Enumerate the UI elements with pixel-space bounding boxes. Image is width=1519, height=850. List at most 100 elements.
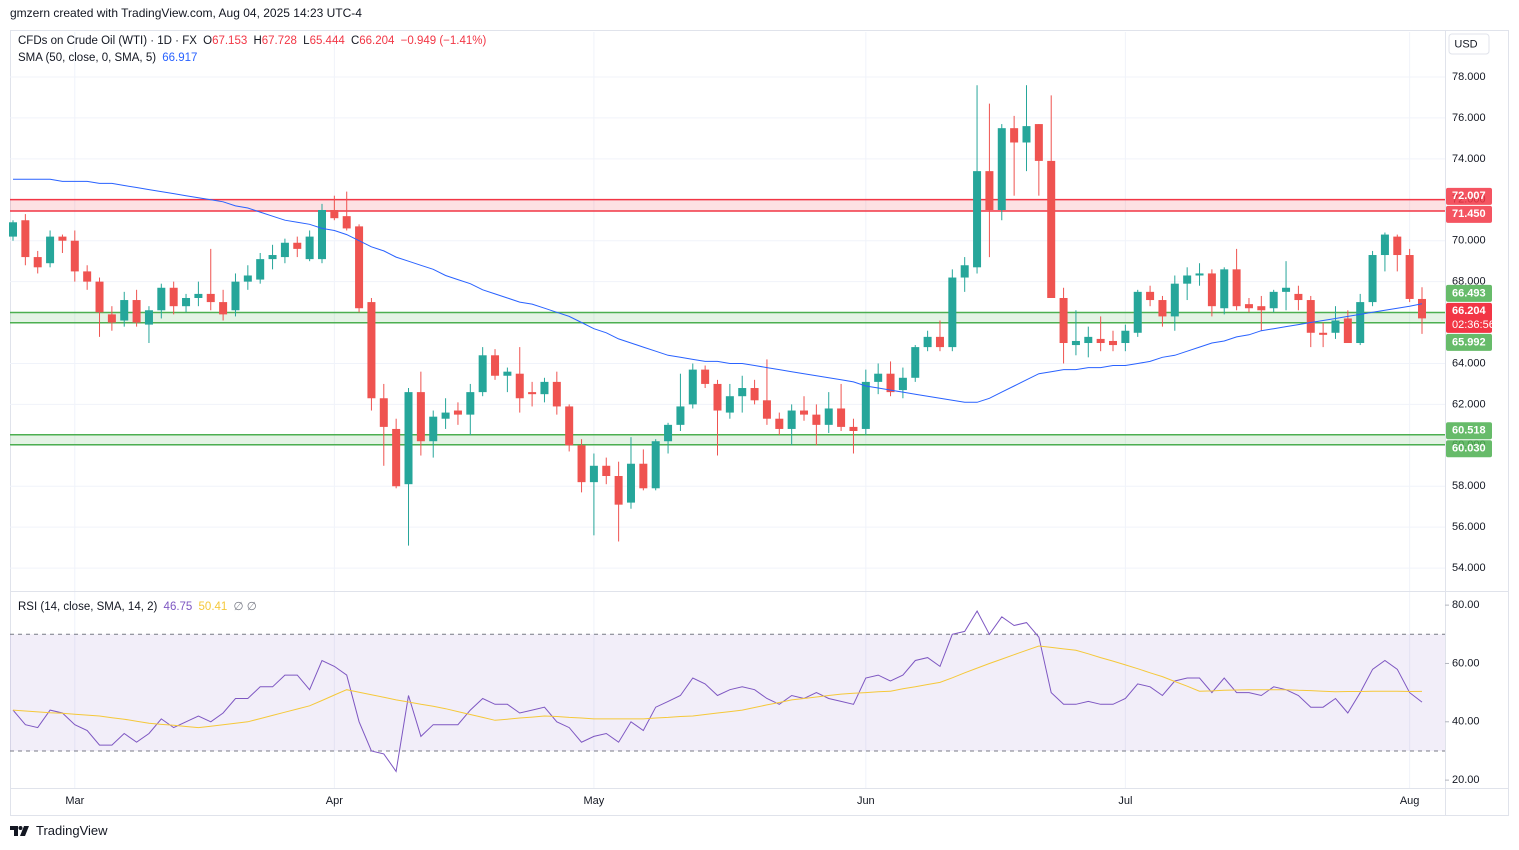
candle-body <box>688 369 697 405</box>
rsi-tick-label: 20.00 <box>1452 774 1480 786</box>
candle-body <box>528 392 537 395</box>
price-label-bg <box>1446 440 1492 458</box>
candle-body <box>1022 126 1031 143</box>
candle-body <box>268 255 277 260</box>
price-label-bg <box>1446 205 1492 223</box>
candle-body <box>948 277 957 348</box>
candle-body <box>973 171 982 268</box>
candle-body <box>800 410 809 415</box>
zone-price-label: 66.493 <box>1452 287 1486 299</box>
candle-body <box>1380 234 1389 256</box>
candle-body <box>651 441 660 489</box>
candle-body <box>639 463 648 489</box>
candle-body <box>144 310 153 325</box>
candle-body <box>1146 291 1155 301</box>
x-tick-label: May <box>584 795 605 807</box>
rsi-value: 46.75 <box>163 601 193 613</box>
rsi-legend: RSI (14, close, SMA, 14, 2) 46.75 50.41 … <box>18 599 260 613</box>
candle-body <box>429 416 438 442</box>
y-tick-label: 56.000 <box>1452 521 1486 533</box>
x-tick-label: Jun <box>857 795 875 807</box>
candle-body <box>83 271 92 282</box>
candle-body <box>243 275 252 282</box>
candle-body <box>1207 273 1216 307</box>
candle-body <box>1109 340 1118 346</box>
candle-body <box>46 236 55 264</box>
zone-price-label: 72.007 <box>1452 190 1486 202</box>
candle-body <box>1220 269 1229 309</box>
candle-body <box>1343 318 1352 344</box>
zone <box>10 312 1445 323</box>
candle-body <box>960 265 969 278</box>
candle-body <box>725 396 734 413</box>
sma-line <box>13 178 1423 403</box>
candle-body <box>1096 338 1105 344</box>
currency-box[interactable] <box>1448 33 1490 55</box>
candle-body <box>1244 304 1253 309</box>
candle-body <box>1121 330 1130 344</box>
symbol-title: CFDs on Crude Oil (WTI) · 1D · FX <box>18 35 197 47</box>
price-label-bg <box>1446 284 1492 302</box>
candle-body <box>1331 320 1340 333</box>
candle-body <box>614 476 623 505</box>
candle-body <box>1257 306 1266 311</box>
candle-body <box>293 242 302 249</box>
rsi-ma-value: 50.41 <box>198 601 228 613</box>
footer-brand: TradingView <box>36 823 108 838</box>
main-legend: CFDs on Crude Oil (WTI) · 1D · FX O67.15… <box>18 35 489 47</box>
candle-body <box>1405 255 1414 299</box>
candle-body <box>132 300 141 323</box>
candle-body <box>169 287 178 307</box>
candle-body <box>478 355 487 393</box>
candle-body <box>886 373 895 393</box>
candle-body <box>404 392 413 485</box>
rsi-tick-label: 40.00 <box>1452 716 1480 728</box>
y-tick-label: 74.000 <box>1452 153 1486 165</box>
candle-body <box>923 336 932 348</box>
zone-price-label: 65.992 <box>1452 336 1486 348</box>
candle-body <box>120 300 129 321</box>
candle-body <box>206 293 215 303</box>
candle-body <box>256 259 265 280</box>
zone <box>10 434 1445 445</box>
candle-body <box>182 297 191 307</box>
candle-body <box>540 381 549 395</box>
candle-body <box>738 388 747 397</box>
candle-body <box>676 406 685 425</box>
candle-body <box>898 377 907 391</box>
candle-body <box>1356 302 1365 344</box>
candle-body <box>565 406 574 446</box>
candle-body <box>1170 283 1179 317</box>
price-label-bg <box>1446 333 1492 351</box>
candle-body <box>231 281 240 311</box>
zone <box>10 199 1445 212</box>
candle-body <box>515 373 524 399</box>
candle-body <box>911 347 920 378</box>
candle-body <box>95 281 104 313</box>
candle-body <box>552 381 561 407</box>
ohlc-value: 66.204 <box>359 35 395 47</box>
candle-body <box>1368 255 1377 303</box>
ohlc-label: O <box>203 35 213 47</box>
rsi-flags: ∅ ∅ <box>233 601 257 613</box>
candle-body <box>1059 297 1068 344</box>
logo <box>10 825 29 836</box>
rsi-line <box>12 609 1423 773</box>
candle-body <box>503 371 512 376</box>
rsi-band <box>10 634 1445 751</box>
candle-body <box>107 314 116 323</box>
y-tick-label: 64.000 <box>1452 357 1486 369</box>
candle-body <box>58 236 67 241</box>
rsi-title: RSI (14, close, SMA, 14, 2) <box>18 601 158 613</box>
candle-body <box>33 257 42 268</box>
footer: TradingView <box>10 823 108 838</box>
sma-title: SMA (50, close, 0, SMA, 5) <box>18 52 157 64</box>
candle-body <box>1269 291 1278 309</box>
candle-body <box>762 400 771 419</box>
candle-body <box>1133 291 1142 333</box>
candle-body <box>997 128 1006 211</box>
y-tick-label: 54.000 <box>1452 562 1486 574</box>
sma-value: 66.917 <box>162 52 198 64</box>
